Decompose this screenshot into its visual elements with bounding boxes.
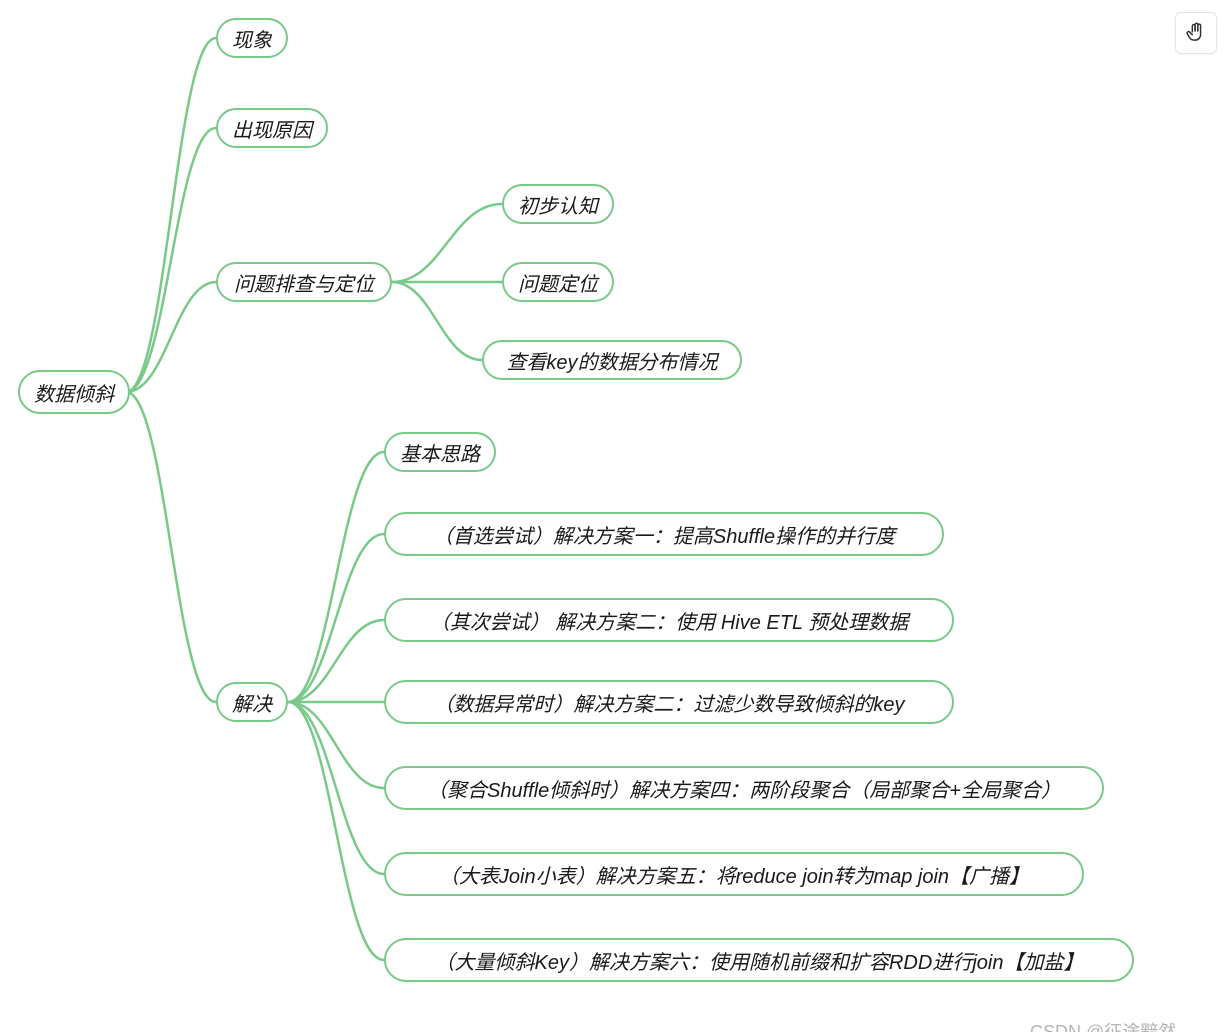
mindmap-node-n4b[interactable]: （首选尝试）解决方案一：提高Shuffle操作的并行度 <box>384 512 944 556</box>
mindmap-node-n3c[interactable]: 查看key的数据分布情况 <box>482 340 742 380</box>
mindmap-node-n3a[interactable]: 初步认知 <box>502 184 614 224</box>
mindmap-node-n3[interactable]: 问题排查与定位 <box>216 262 392 302</box>
watermark-text: CSDN @征途黯然. <box>1030 1018 1181 1032</box>
mindmap-canvas: 数据倾斜 现象出现原因问题排查与定位 初步认知问题定位查看key的数据分布情况解决 基… <box>0 0 1225 1032</box>
edge-n4-n4f <box>288 702 384 874</box>
edge-n4-n4e <box>288 702 384 788</box>
mindmap-node-root[interactable]: 数据倾斜 <box>18 370 130 414</box>
mindmap-node-n4[interactable]: 解决 <box>216 682 288 722</box>
mindmap-node-n3b[interactable]: 问题定位 <box>502 262 614 302</box>
mindmap-node-n4d[interactable]: （数据异常时）解决方案二：过滤少数导致倾斜的key <box>384 680 954 724</box>
mindmap-node-n4a[interactable]: 基本思路 <box>384 432 496 472</box>
mindmap-node-n4e[interactable]: （聚合Shuffle倾斜时）解决方案四：两阶段聚合（局部聚合+全局聚合） <box>384 766 1104 810</box>
edge-n3-n3c <box>392 282 482 360</box>
mindmap-node-n4f[interactable]: （大表Join小表）解决方案五：将reduce join转为map join【广… <box>384 852 1084 896</box>
mindmap-node-n2[interactable]: 出现原因 <box>216 108 328 148</box>
edge-n3-n3a <box>392 204 502 282</box>
hand-icon <box>1185 20 1207 47</box>
mindmap-node-n1[interactable]: 现象 <box>216 18 288 58</box>
edge-root-n2 <box>126 128 216 392</box>
edge-n4-n4c <box>288 620 384 702</box>
mindmap-node-n4c[interactable]: （其次尝试） 解决方案二：使用 Hive ETL 预处理数据 <box>384 598 954 642</box>
edge-n4-n4b <box>288 534 384 702</box>
edge-root-n1 <box>126 38 216 392</box>
edge-n4-n4a <box>288 452 384 702</box>
edge-root-n4 <box>126 392 216 702</box>
mindmap-node-n4g[interactable]: （大量倾斜Key）解决方案六：使用随机前缀和扩容RDD进行join【加盐】 <box>384 938 1134 982</box>
pan-hand-button[interactable] <box>1175 12 1217 54</box>
edge-root-n3 <box>126 282 216 392</box>
edge-n4-n4g <box>288 702 384 960</box>
